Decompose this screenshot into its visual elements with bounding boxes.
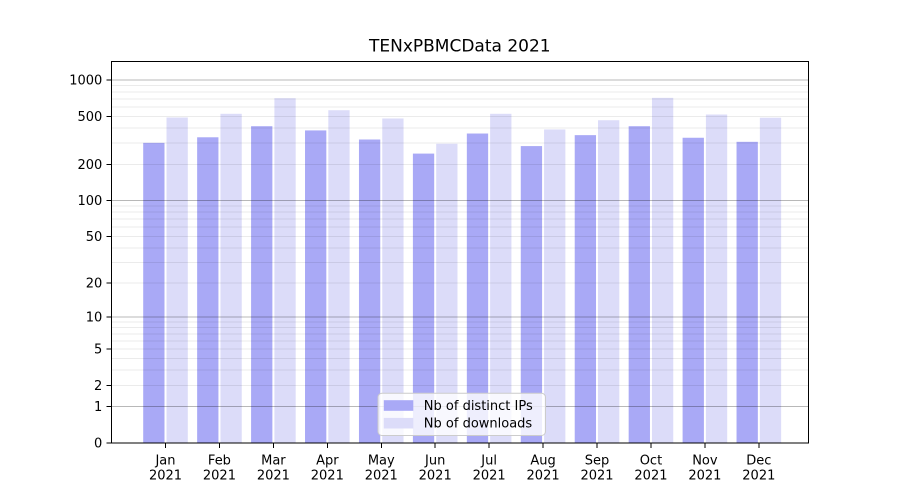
x-tick-label-jun: Jun: [424, 454, 445, 469]
y-tick-label-500: 500: [77, 110, 102, 125]
x-tick-label-nov: Nov: [692, 454, 718, 469]
x-tick-year-may: 2021: [365, 469, 398, 484]
x-tick-label-apr: Apr: [316, 454, 339, 469]
bars-layer: [143, 97, 782, 444]
bar-downloads-nov: [705, 114, 728, 444]
bar-distinct-ips-mar: [251, 126, 273, 444]
y-tick-label-10: 10: [86, 311, 103, 326]
y-tick-label-1: 1: [94, 400, 102, 415]
x-tick-label-feb: Feb: [208, 454, 231, 469]
x-tick-year-jul: 2021: [473, 469, 506, 484]
y-tick-label-20: 20: [86, 277, 103, 292]
bar-distinct-ips-apr: [305, 130, 327, 444]
x-tick-year-jan: 2021: [149, 469, 182, 484]
bar-downloads-dec: [759, 117, 782, 443]
legend-swatch-downloads-icon: [383, 417, 414, 429]
x-tick-label-oct: Oct: [640, 454, 662, 469]
x-tick-year-mar: 2021: [257, 469, 290, 484]
x-tick-year-feb: 2021: [203, 469, 236, 484]
bar-distinct-ips-jun: [412, 153, 435, 443]
bar-distinct-ips-aug: [520, 146, 543, 443]
legend-label-downloads: Nb of downloads: [424, 417, 533, 432]
grid-layer: [111, 79, 809, 408]
bar-distinct-ips-feb: [197, 137, 219, 443]
bar-distinct-ips-dec: [736, 141, 758, 443]
x-tick-year-nov: 2021: [688, 469, 721, 484]
bar-downloads-oct: [651, 97, 674, 443]
bar-distinct-ips-sep: [574, 135, 597, 443]
y-tick-label-5: 5: [94, 342, 102, 357]
bar-downloads-feb: [220, 113, 242, 443]
bar-distinct-ips-jul: [466, 133, 489, 443]
x-tick-year-aug: 2021: [527, 469, 560, 484]
y-tick-label-200: 200: [77, 158, 102, 173]
x-tick-label-dec: Dec: [746, 454, 771, 469]
legend-box: [377, 392, 546, 437]
y-tick-label-2: 2: [94, 379, 102, 394]
bar-distinct-ips-may: [358, 139, 381, 443]
bar-downloads-may: [382, 118, 404, 443]
x-tick-label-jul: Jul: [480, 454, 497, 469]
y-tick-label-0: 0: [94, 437, 102, 452]
bar-downloads-jul: [490, 113, 512, 443]
x-tick-year-oct: 2021: [634, 469, 667, 484]
bar-downloads-apr: [328, 110, 350, 443]
bar-distinct-ips-nov: [682, 137, 704, 443]
x-tick-label-may: May: [368, 454, 395, 469]
y-tick-label-50: 50: [86, 230, 103, 245]
y-tick-label-1000: 1000: [69, 74, 102, 89]
x-tick-label-mar: Mar: [261, 454, 286, 469]
legend: Nb of distinct IPs Nb of downloads: [377, 392, 546, 437]
bar-downloads-jun: [436, 143, 458, 444]
x-tick-year-jun: 2021: [419, 469, 452, 484]
bar-downloads-mar: [274, 98, 296, 444]
bar-downloads-aug: [544, 129, 566, 443]
x-tick-year-apr: 2021: [311, 469, 344, 484]
bar-distinct-ips-jan: [143, 142, 165, 444]
legend-label-distinct-ips: Nb of distinct IPs: [424, 399, 533, 414]
x-tick-label-sep: Sep: [585, 454, 610, 469]
chart-title: TENxPBMCData 2021: [368, 37, 551, 57]
x-tick-year-dec: 2021: [742, 469, 775, 484]
bar-downloads-sep: [598, 120, 620, 443]
axes-layer: 01251020501002005001000Jan2021Feb2021Mar…: [69, 74, 775, 484]
legend-swatch-distinct-ips-icon: [383, 400, 414, 411]
plot-frame: [110, 60, 810, 444]
x-tick-year-sep: 2021: [580, 469, 613, 484]
y-tick-label-100: 100: [77, 194, 102, 209]
x-tick-label-aug: Aug: [530, 454, 555, 469]
bar-downloads-jan: [166, 117, 188, 443]
x-tick-label-jan: Jan: [154, 454, 175, 469]
bar-distinct-ips-oct: [628, 126, 650, 444]
